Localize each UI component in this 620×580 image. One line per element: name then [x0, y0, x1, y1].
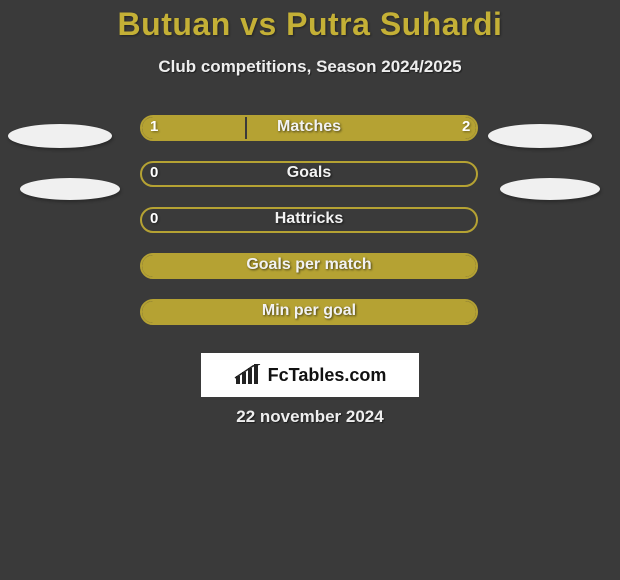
- metric-label: Goals: [140, 164, 478, 182]
- brand-logo: FcTables.com: [201, 353, 419, 397]
- metric-label: Hattricks: [140, 210, 478, 228]
- subtitle: Club competitions, Season 2024/2025: [0, 57, 620, 77]
- date-line: 22 november 2024: [0, 407, 620, 427]
- stat-row: Min per goal: [0, 299, 620, 345]
- metric-label: Matches: [140, 118, 478, 136]
- team-ellipse-right_big: [488, 124, 592, 148]
- team-ellipse-left_big: [8, 124, 112, 148]
- stat-row: 0Hattricks: [0, 207, 620, 253]
- metric-label: Min per goal: [140, 302, 478, 320]
- brand-rest: Tables.com: [289, 365, 387, 385]
- brand-text: FcTables.com: [268, 365, 387, 386]
- page-title: Butuan vs Putra Suhardi: [0, 6, 620, 43]
- brand-fc: Fc: [268, 365, 289, 385]
- metric-label: Goals per match: [140, 256, 478, 274]
- team-ellipse-right_small: [500, 178, 600, 200]
- comparison-infographic: Butuan vs Putra Suhardi Club competition…: [0, 0, 620, 580]
- stat-row: Goals per match: [0, 253, 620, 299]
- team-ellipse-left_small: [20, 178, 120, 200]
- stat-rows: 12Matches0Goals0HattricksGoals per match…: [0, 115, 620, 345]
- chart-bars-icon: [234, 364, 262, 386]
